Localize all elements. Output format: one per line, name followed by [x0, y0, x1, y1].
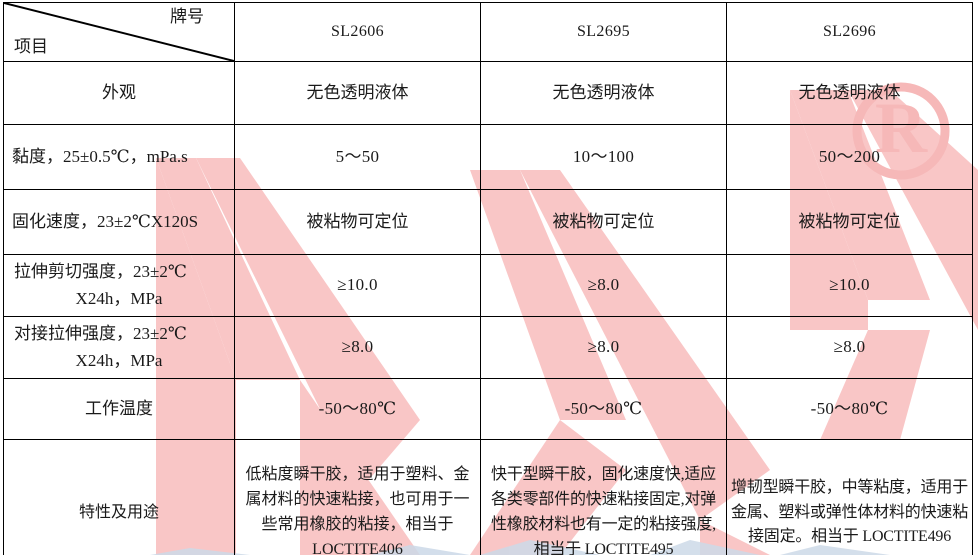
row-label-line1: 对接拉伸强度，23±2℃ [14, 324, 187, 344]
row-label-butt-tensile-strength: 对接拉伸强度，23±2℃ X24h，MPa [3, 316, 235, 379]
row-label-working-temperature: 工作温度 [3, 378, 235, 440]
row-label-appearance: 外观 [3, 61, 235, 125]
table-row-features-and-uses: 特性及用途 低粘度瞬干胶，适用于塑料、金属材料的快速粘接，也可用于一些常用橡胶的… [3, 439, 973, 555]
table-row-working-temperature: 工作温度 -50～80℃ -50～80℃ -50～80℃ [3, 378, 973, 440]
cell-cure-speed-sl2695: 被粘物可定位 [480, 189, 727, 255]
corner-item-label: 项目 [14, 36, 48, 56]
cell-uses-sl2695: 快干型瞬干胶，固化速度快,适应各类零部件的快速粘接固定,对弹性橡胶材料也有一定的… [480, 439, 727, 555]
table-row-appearance: 外观 无色透明液体 无色透明液体 无色透明液体 [3, 61, 973, 125]
table-row-viscosity: 黏度，25±0.5℃，mPa.s 5～50 10～100 50～200 [3, 124, 973, 190]
row-label-tensile-shear-strength: 拉伸剪切强度，23±2℃ X24h，MPa [3, 254, 235, 317]
table-row-tensile-shear-strength: 拉伸剪切强度，23±2℃ X24h，MPa ≥10.0 ≥8.0 ≥10.0 [3, 254, 973, 317]
specification-table: 牌号 项目 SL2606 SL2695 SL2696 外观 无色透明液体 无色透… [3, 2, 973, 555]
cell-temp-sl2695: -50～80℃ [480, 378, 727, 440]
cell-shear-sl2696: ≥10.0 [726, 254, 973, 317]
cell-viscosity-sl2606: 5～50 [234, 124, 481, 190]
table-row-butt-tensile-strength: 对接拉伸强度，23±2℃ X24h，MPa ≥8.0 ≥8.0 ≥8.0 [3, 316, 973, 379]
cell-temp-sl2696: -50～80℃ [726, 378, 973, 440]
diagonal-divider-icon [4, 3, 234, 61]
cell-viscosity-sl2695: 10～100 [480, 124, 727, 190]
cell-uses-sl2696: 增韧型瞬干胶，中等粘度，适用于金属、塑料或弹性体材料的快速粘接固定。相当于 LO… [726, 439, 973, 555]
row-label-features-and-uses: 特性及用途 [3, 439, 235, 555]
cell-temp-sl2606: -50～80℃ [234, 378, 481, 440]
cell-viscosity-sl2696: 50～200 [726, 124, 973, 190]
cell-uses-sl2606: 低粘度瞬干胶，适用于塑料、金属材料的快速粘接，也可用于一些常用橡胶的粘接，相当于… [234, 439, 481, 555]
cell-shear-sl2695: ≥8.0 [480, 254, 727, 317]
cell-appearance-sl2696: 无色透明液体 [726, 61, 973, 125]
table-row-cure-speed: 固化速度，23±2℃X120S 被粘物可定位 被粘物可定位 被粘物可定位 [3, 189, 973, 255]
cell-cure-speed-sl2696: 被粘物可定位 [726, 189, 973, 255]
cell-butt-tensile-sl2695: ≥8.0 [480, 316, 727, 379]
row-label-viscosity: 黏度，25±0.5℃，mPa.s [3, 124, 235, 190]
cell-butt-tensile-sl2696: ≥8.0 [726, 316, 973, 379]
cell-shear-sl2606: ≥10.0 [234, 254, 481, 317]
cell-butt-tensile-sl2606: ≥8.0 [234, 316, 481, 379]
corner-header-cell: 牌号 项目 [3, 2, 235, 62]
cell-appearance-sl2695: 无色透明液体 [480, 61, 727, 125]
grade-header-sl2606: SL2606 [234, 2, 481, 62]
table-header-row: 牌号 项目 SL2606 SL2695 SL2696 [3, 2, 973, 62]
row-label-cure-speed: 固化速度，23±2℃X120S [3, 189, 235, 255]
cell-cure-speed-sl2606: 被粘物可定位 [234, 189, 481, 255]
row-label-line2: X24h，MPa [75, 288, 163, 308]
grade-header-sl2695: SL2695 [480, 2, 727, 62]
corner-grade-label: 牌号 [170, 7, 204, 26]
row-label-line1: 拉伸剪切强度，23±2℃ [14, 262, 187, 282]
cell-appearance-sl2606: 无色透明液体 [234, 61, 481, 125]
grade-header-sl2696: SL2696 [726, 2, 973, 62]
row-label-line2: X24h，MPa [75, 350, 163, 370]
